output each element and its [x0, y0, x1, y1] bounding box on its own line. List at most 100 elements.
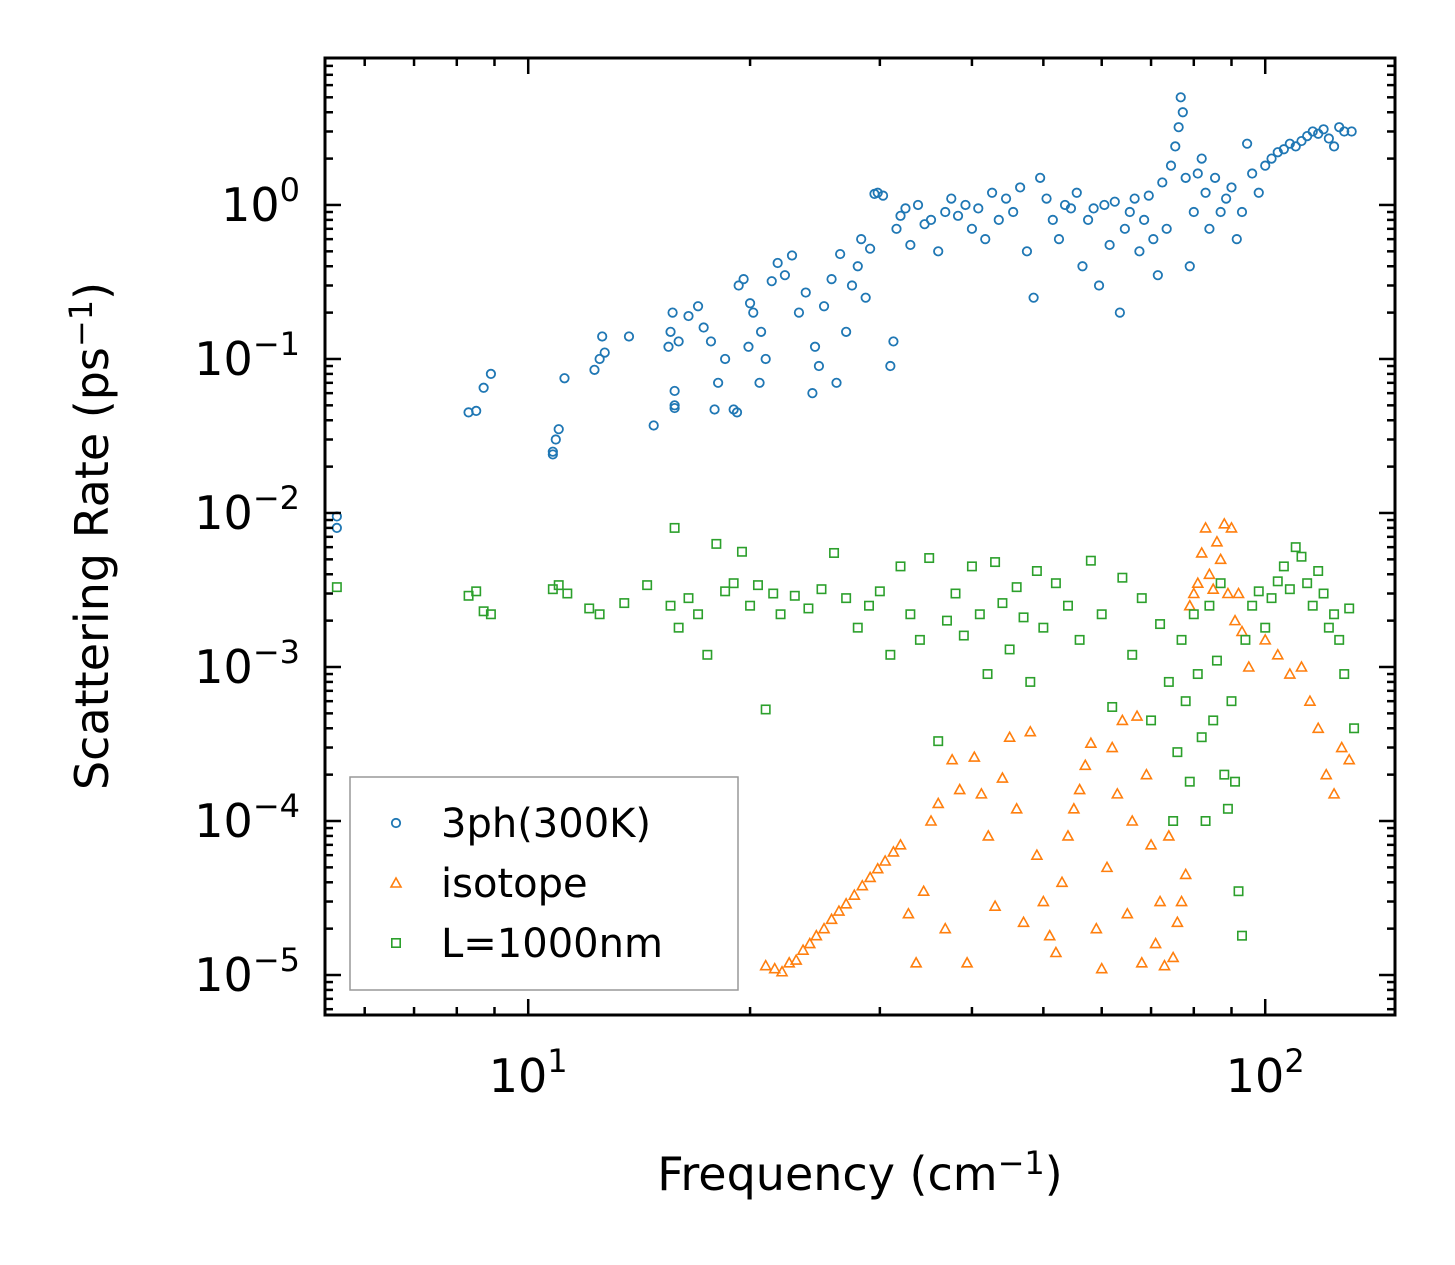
data-point [925, 214, 937, 225]
data-point [825, 912, 838, 925]
data-point [759, 959, 773, 971]
data-point [1210, 535, 1224, 547]
data-point [669, 385, 680, 397]
data-point [966, 223, 978, 234]
data-point [996, 771, 1009, 783]
data-point [1200, 187, 1211, 198]
data-point [1110, 787, 1124, 799]
data-point [1119, 223, 1130, 234]
data-point [1346, 126, 1357, 137]
data-point [1242, 660, 1256, 672]
data-point [1318, 124, 1329, 135]
data-point [720, 353, 731, 365]
data-point [743, 341, 754, 352]
y-axis-label: Scattering Rate (ps−1) [62, 282, 119, 790]
data-point [1200, 816, 1211, 827]
data-point [663, 341, 674, 352]
data-point [1047, 214, 1058, 225]
data-point [1135, 956, 1149, 968]
data-point [946, 193, 957, 204]
axes-frame [323, 56, 1397, 1017]
data-point [1192, 168, 1203, 179]
data-point [1240, 634, 1251, 645]
series-isotope [759, 517, 1356, 977]
data-point [766, 276, 777, 287]
data-point [1188, 206, 1199, 218]
y-tick-label: 10−1 [194, 325, 300, 386]
legend-label: 3ph(300K) [441, 801, 651, 847]
data-point [973, 203, 984, 214]
data-point [1155, 619, 1166, 630]
data-point [1062, 600, 1073, 611]
series-l-1000nm [331, 522, 1360, 941]
data-point [852, 261, 863, 272]
data-point [1327, 787, 1341, 799]
data-point [760, 353, 771, 365]
data-point [1136, 593, 1147, 604]
data-point [665, 600, 676, 611]
data-point [1208, 715, 1219, 726]
data-point [914, 634, 925, 645]
data-point [597, 331, 608, 342]
data-point [1290, 141, 1301, 152]
data-point [642, 580, 653, 591]
data-point [1028, 292, 1039, 303]
data-point [1000, 193, 1012, 204]
data-point [1124, 206, 1135, 218]
data-point [1187, 586, 1201, 599]
data-point [1214, 552, 1228, 565]
data-point [813, 360, 825, 372]
data-point [1296, 135, 1307, 147]
data-point [895, 210, 906, 221]
data-point [1107, 701, 1118, 712]
data-point [952, 210, 964, 221]
data-point [1226, 696, 1237, 707]
data-point [905, 609, 916, 620]
data-point [1071, 187, 1082, 198]
data-point [709, 404, 720, 415]
data-point [1231, 234, 1242, 245]
data-point [1307, 600, 1318, 611]
data-point [917, 884, 931, 897]
data-point [1226, 182, 1237, 193]
data-point [669, 522, 680, 533]
data-point [1157, 177, 1168, 188]
data-point [736, 546, 747, 557]
data-point [1023, 725, 1037, 737]
data-point [1242, 138, 1253, 149]
data-point [1158, 959, 1171, 971]
data-point [1162, 829, 1176, 841]
data-point [960, 956, 974, 968]
data-point [1303, 694, 1317, 706]
data-point [1036, 894, 1050, 907]
data-point [877, 190, 889, 201]
legend-marker [389, 876, 403, 888]
data-point [835, 248, 846, 260]
data-point [1078, 758, 1092, 771]
data-point [981, 829, 995, 841]
data-point [1114, 307, 1125, 318]
data-point [1084, 736, 1098, 749]
data-point [818, 301, 830, 312]
data-point [692, 301, 704, 312]
data-point [738, 274, 749, 285]
data-point [748, 307, 759, 318]
data-point [1260, 160, 1271, 171]
data-point [594, 353, 605, 365]
data-point [1089, 922, 1103, 934]
data-point [1311, 721, 1325, 734]
data-point [1030, 848, 1044, 860]
data-point [589, 364, 600, 375]
legend-entry: 3ph(300K) [390, 801, 651, 847]
data-point [988, 899, 1002, 911]
data-point [796, 943, 810, 955]
data-point [775, 965, 789, 977]
data-point [1061, 829, 1075, 841]
data-point [1323, 133, 1334, 144]
y-tick-label: 10−2 [194, 479, 300, 540]
data-point [1050, 578, 1061, 589]
data-point [1225, 521, 1238, 533]
data-point [669, 400, 680, 411]
data-point [1127, 649, 1138, 660]
data-point [871, 862, 885, 874]
